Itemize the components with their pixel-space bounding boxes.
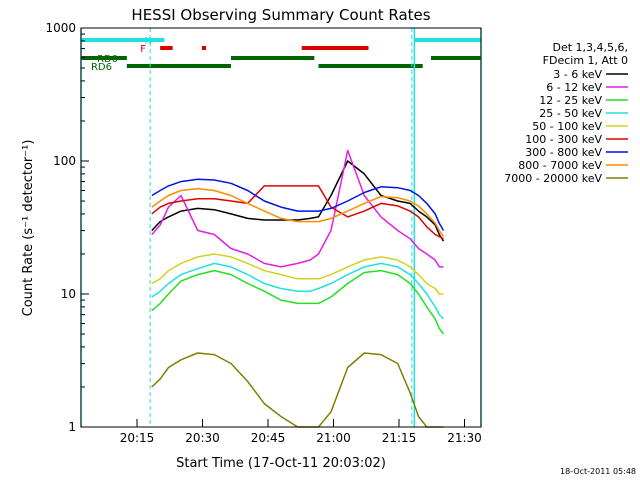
y-tick-label-1000: 1000 <box>45 21 76 35</box>
series-line-100-300kev <box>151 185 444 240</box>
timestamp: 18-Oct-2011 05:48 <box>560 467 636 476</box>
x-tick-label-2130: 21:30 <box>447 431 482 445</box>
legend-label-4: 50 - 100 keV <box>532 120 602 133</box>
y-tick-label-100: 100 <box>53 154 76 168</box>
y-tick-label-10: 10 <box>61 287 76 301</box>
series-line-7000-20000kev <box>151 352 444 428</box>
legend-label-7: 800 - 7000 keV <box>518 159 602 172</box>
flag-bar-rd6-1 <box>318 64 423 68</box>
flag-label-rd6: RD6 <box>91 62 112 73</box>
legend-header-line2: FDecim 1, Att 0 <box>543 54 628 67</box>
legend-label-2: 12 - 25 keV <box>539 94 602 107</box>
flag-bar-rd6-0 <box>126 64 231 68</box>
flag-bar-rd0-0 <box>81 56 127 60</box>
x-tick-label-2115: 21:15 <box>382 431 417 445</box>
x-tick-label-2100: 21:00 <box>316 431 351 445</box>
flag-bar-night-1 <box>414 38 481 42</box>
legend-label-5: 100 - 300 keV <box>525 133 602 146</box>
legend-header-line1: Det 1,3,4,5,6, <box>552 41 628 54</box>
x-tick-label-2015: 20:15 <box>120 431 155 445</box>
legend-label-1: 6 - 12 keV <box>546 81 602 94</box>
flag-bar-f-0 <box>160 46 173 50</box>
flag-bar-f-2 <box>301 46 369 50</box>
legend: Det 1,3,4,5,6, FDecim 1, Att 0 3 - 6 keV… <box>504 41 628 185</box>
x-axis-label: Start Time (17-Oct-11 20:03:02) <box>176 456 386 471</box>
series-line-3-6kev <box>151 160 445 242</box>
flag-label-n: N <box>145 36 152 47</box>
y-axis-label: Count Rate (s⁻¹ detector⁻¹) <box>21 140 36 317</box>
y-axis: 1 10 100 1000 <box>45 21 89 434</box>
legend-label-6: 300 - 800 keV <box>525 146 602 159</box>
legend-label-0: 3 - 6 keV <box>553 68 602 81</box>
series-line-300-800kev <box>151 178 445 231</box>
series-line-25-50kev <box>151 262 445 320</box>
flag-label-f: F <box>140 44 146 55</box>
legend-label-8: 7000 - 20000 keV <box>504 172 602 185</box>
series-line-12-25kev <box>151 269 445 335</box>
x-axis: 20:15 20:30 20:45 21:00 21:15 21:30 <box>120 419 482 445</box>
flag-bar-f-1 <box>201 46 206 50</box>
series-line-800-7000kev <box>151 187 445 238</box>
x-tick-label-2045: 20:45 <box>251 431 286 445</box>
flag-label-rd0: RD0 <box>97 54 118 65</box>
flag-bar-night-0 <box>81 38 165 42</box>
flag-bar-rd0-1 <box>231 56 315 60</box>
legend-label-3: 25 - 50 keV <box>539 107 602 120</box>
chart-title: HESSI Observing Summary Count Rates <box>131 6 430 24</box>
plot-frame <box>80 27 482 428</box>
flag-bar-rd0-2 <box>431 56 481 60</box>
plot-area <box>80 28 482 428</box>
x-tick-label-2030: 20:30 <box>185 431 220 445</box>
series-line-50-100kev <box>151 253 444 295</box>
y-tick-label-1: 1 <box>68 420 76 434</box>
series-line-6-12kev <box>151 149 444 268</box>
